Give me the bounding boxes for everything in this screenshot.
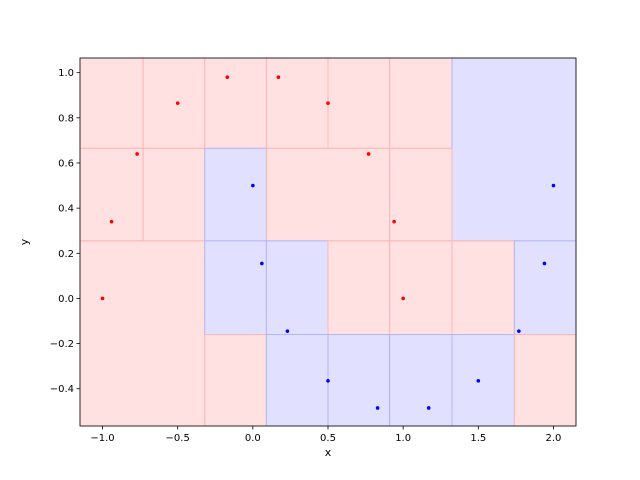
point-red-8 bbox=[392, 219, 396, 224]
region-red-10 bbox=[265, 147, 391, 242]
point-red-5 bbox=[276, 75, 281, 79]
point-blue-9 bbox=[551, 183, 556, 188]
point-blue-0 bbox=[251, 183, 255, 188]
y-tick-label: −0.4 bbox=[50, 384, 74, 395]
x-tick-label: −1.0 bbox=[90, 433, 114, 444]
y-tick-label: 1.0 bbox=[58, 68, 74, 79]
point-blue-5 bbox=[426, 406, 431, 410]
region-red-16 bbox=[389, 240, 453, 336]
x-tick-label: 0.5 bbox=[320, 433, 336, 444]
region-blue-23 bbox=[451, 334, 515, 427]
region-blue-21 bbox=[327, 334, 391, 427]
x-tick-label: 2.0 bbox=[546, 433, 562, 444]
point-blue-8 bbox=[542, 261, 547, 266]
x-axis-ticks: −1.0 −0.5 0.0 0.5 1.0 1.5 2.0 bbox=[90, 426, 561, 444]
region-red-17 bbox=[451, 240, 515, 336]
point-red-1 bbox=[109, 219, 114, 224]
y-tick-label: 0.6 bbox=[58, 158, 74, 169]
region-blue-20 bbox=[265, 334, 329, 427]
region-blue-6 bbox=[451, 57, 577, 242]
region-blue-14 bbox=[265, 240, 329, 336]
y-axis-label: y bbox=[18, 238, 31, 245]
region-red-4 bbox=[327, 57, 391, 149]
y-axis-ticks: −0.4 −0.2 0.0 0.2 0.4 0.6 0.8 1.0 bbox=[50, 68, 80, 395]
region-red-2 bbox=[204, 57, 267, 149]
point-blue-2 bbox=[285, 329, 290, 333]
x-tick-label: 0.0 bbox=[245, 433, 261, 444]
region-blue-18 bbox=[513, 240, 577, 336]
point-red-4 bbox=[225, 75, 230, 79]
x-tick-label: 1.0 bbox=[395, 433, 411, 444]
region-blue-9 bbox=[204, 147, 267, 242]
region-red-3 bbox=[265, 57, 329, 149]
region-red-8 bbox=[142, 147, 206, 242]
point-red-6 bbox=[326, 101, 330, 105]
region-red-15 bbox=[327, 240, 391, 336]
point-red-7 bbox=[366, 152, 371, 156]
point-red-9 bbox=[401, 296, 405, 301]
x-tick-label: 1.5 bbox=[470, 433, 486, 444]
point-blue-3 bbox=[326, 379, 330, 383]
region-red-1 bbox=[142, 57, 206, 149]
region-red-19 bbox=[204, 334, 267, 427]
region-red-12 bbox=[79, 240, 206, 427]
data-points bbox=[100, 75, 556, 410]
region-red-0 bbox=[79, 57, 144, 149]
point-red-2 bbox=[135, 152, 139, 156]
region-red-11 bbox=[389, 147, 453, 242]
point-blue-7 bbox=[517, 329, 521, 333]
point-blue-6 bbox=[476, 379, 481, 383]
point-blue-1 bbox=[260, 261, 264, 266]
y-tick-label: 0.2 bbox=[58, 249, 74, 260]
point-blue-4 bbox=[375, 406, 380, 410]
region-blue-22 bbox=[389, 334, 453, 427]
y-tick-label: −0.2 bbox=[50, 339, 74, 350]
region-red-5 bbox=[389, 57, 453, 149]
x-tick-label: −0.5 bbox=[166, 433, 190, 444]
y-tick-label: 0.8 bbox=[58, 113, 74, 124]
x-axis-label: x bbox=[325, 446, 332, 459]
decision-regions bbox=[79, 57, 577, 427]
region-red-24 bbox=[513, 334, 577, 427]
point-red-3 bbox=[175, 101, 180, 105]
point-red-0 bbox=[100, 296, 105, 301]
region-blue-13 bbox=[204, 240, 267, 336]
region-red-7 bbox=[79, 147, 144, 242]
y-tick-label: 0.4 bbox=[58, 204, 74, 215]
y-tick-label: 0.0 bbox=[58, 294, 74, 305]
